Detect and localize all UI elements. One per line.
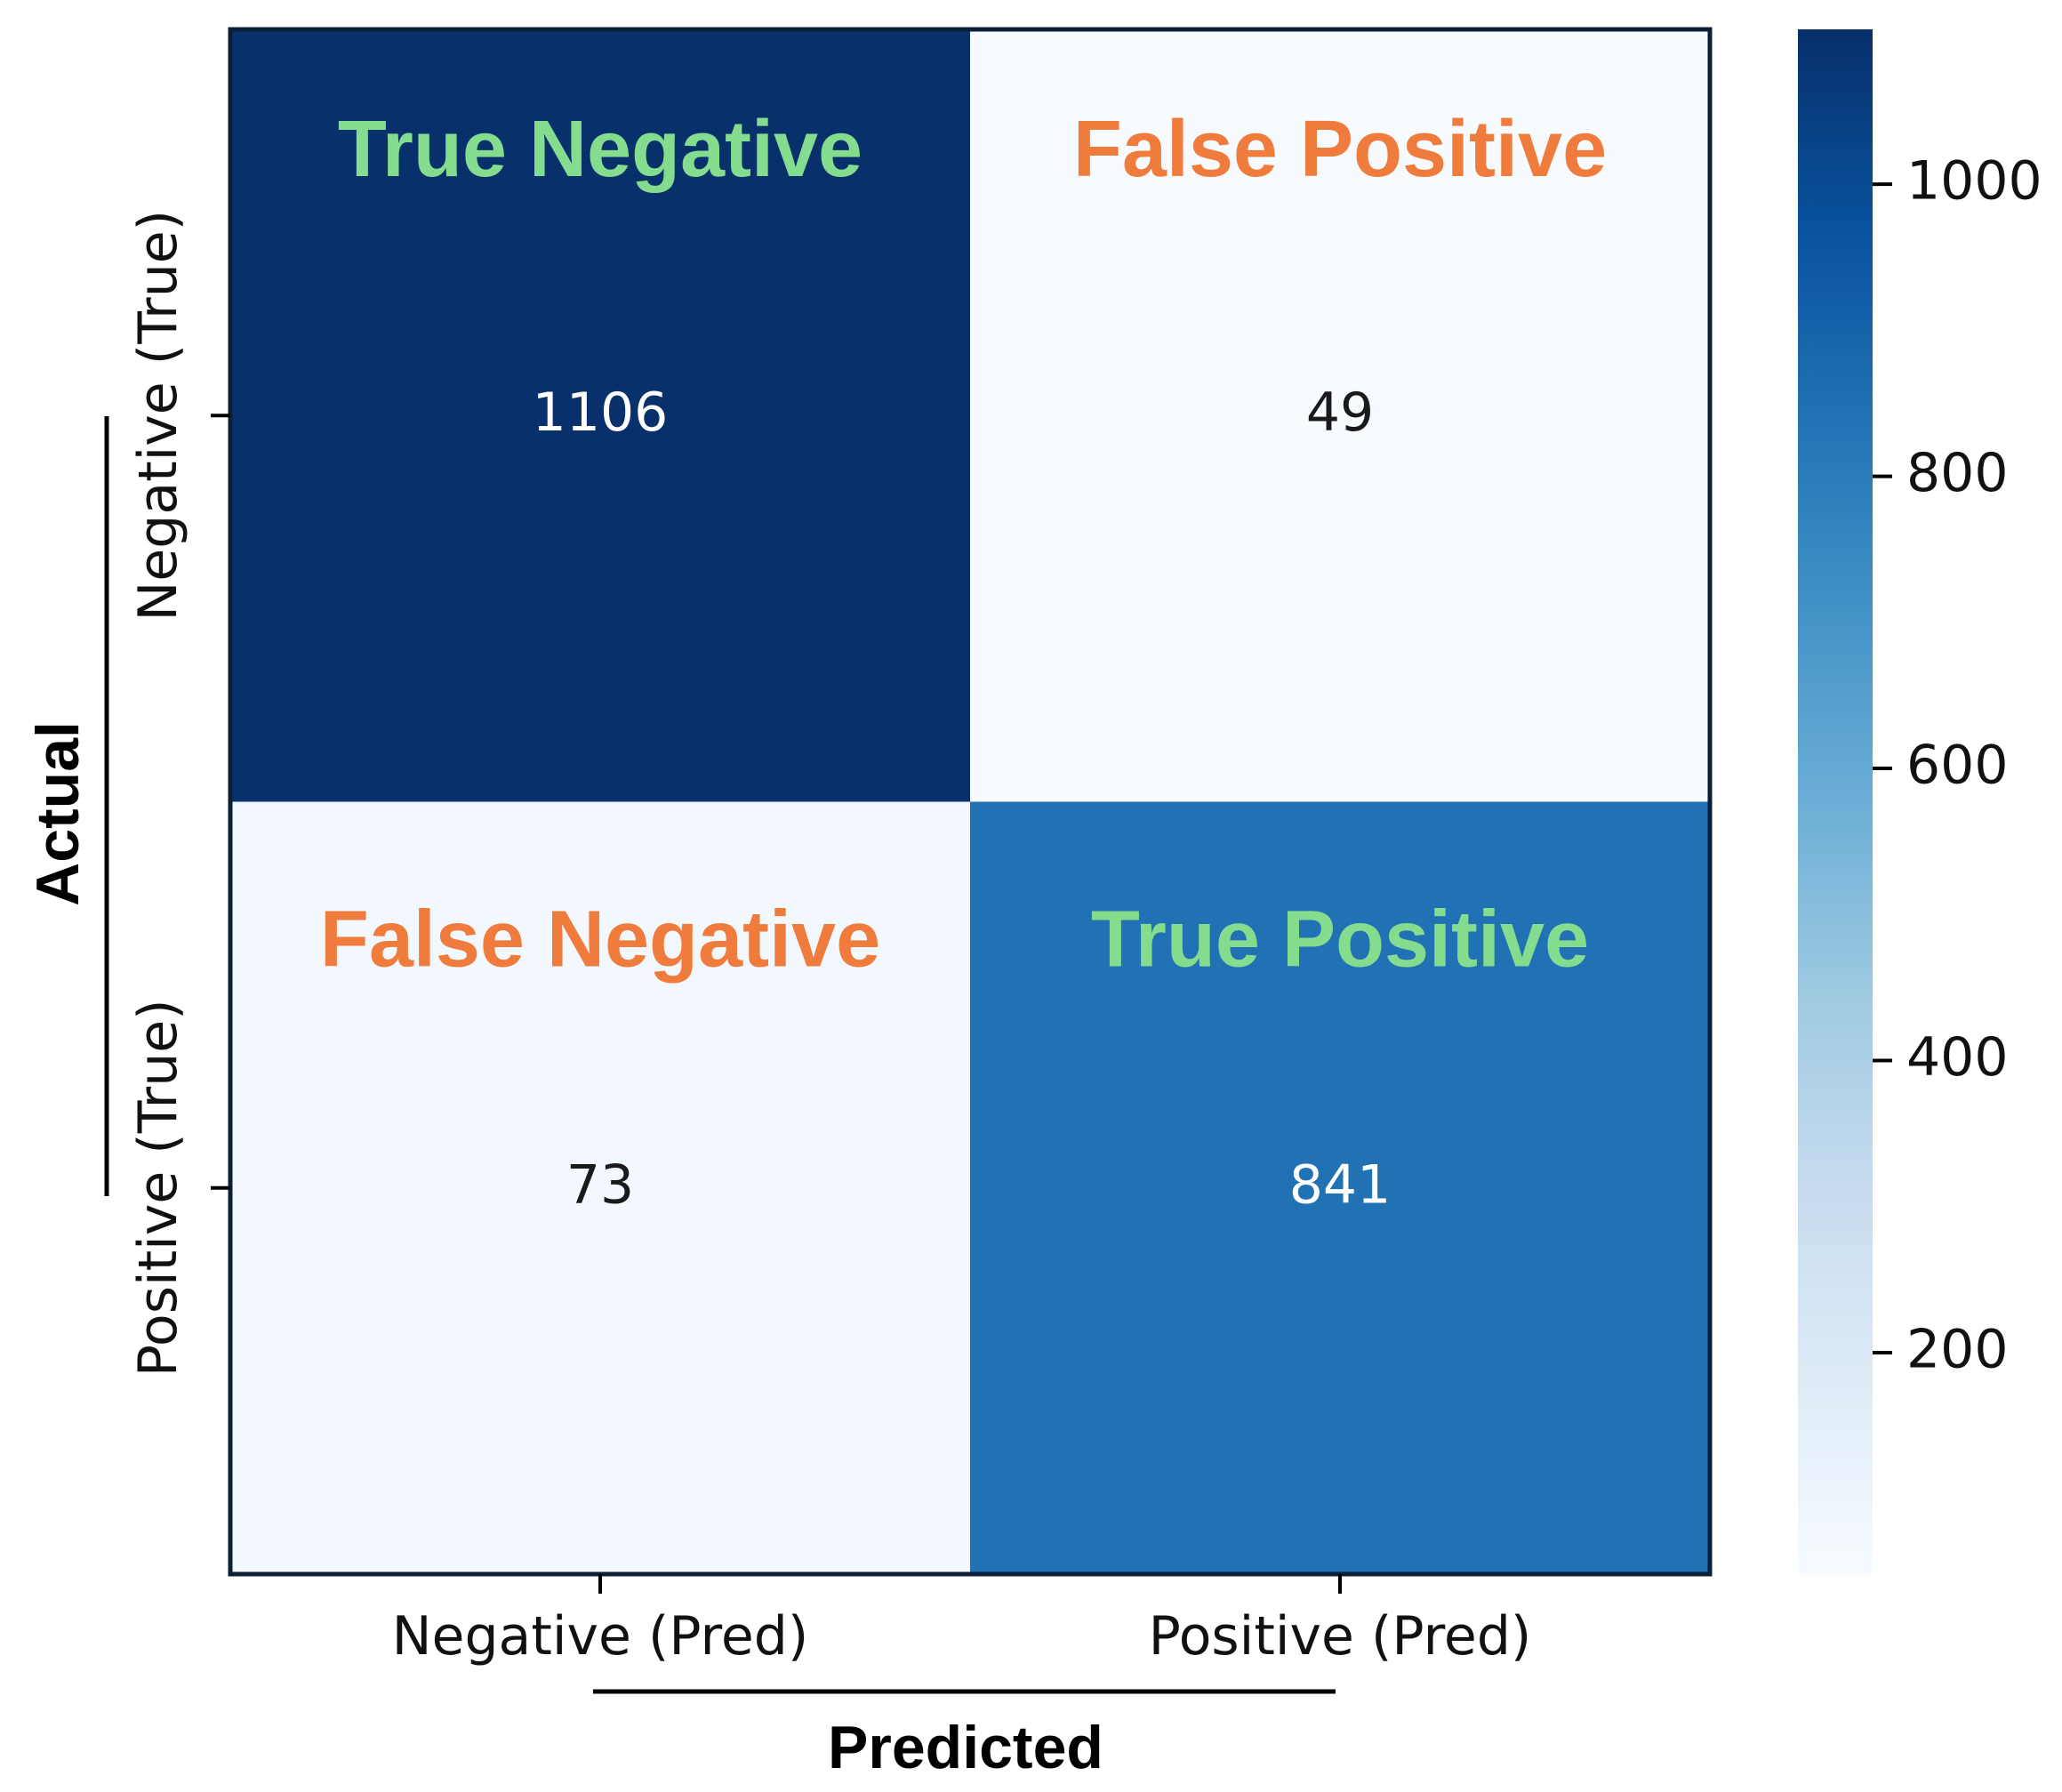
colorbar [1798,29,1873,1573]
x-axis-label: Predicted [828,1714,1103,1781]
heatmap-frame [228,27,1713,1577]
quadrant-label-r0-c1: False Positive [1073,105,1607,194]
quadrant-label-r1-c1: True Positive [1091,896,1589,984]
x-axis-ticks: Negative (Pred) Positive (Pred) [392,1574,1532,1667]
cell-value-r0-c1: 49 [1306,382,1374,444]
heatmap-cell-r0-c1 [970,29,1710,802]
colorbar-tick-label: 200 [1906,1319,2009,1381]
y-tick-label: Positive (True) [127,999,189,1377]
colorbar-tick-label: 1000 [1906,150,2042,213]
colorbar-tick-label: 800 [1906,442,2009,504]
y-tick-label: Negative (True) [127,210,189,622]
quadrant-labels: True Negative False Positive False Negativ… [320,105,1607,984]
colorbar-ticks: 200 400 600 800 1000 [1873,150,2042,1381]
heatmap-cell-r0-c0 [230,29,970,802]
cell-value-r0-c0: 1106 [533,382,669,444]
quadrant-label-r1-c0: False Negative [320,896,880,984]
quadrant-label-r0-c0: True Negative [338,105,863,194]
colorbar-tick-label: 600 [1906,735,2009,797]
colorbar-tick-label: 400 [1906,1026,2009,1089]
y-axis-label: Actual [24,721,92,906]
x-tick-label: Negative (Pred) [392,1605,809,1667]
heatmap-cells [230,29,1710,1574]
heatmap-cell-r1-c1 [970,801,1710,1574]
x-tick-label: Positive (Pred) [1149,1605,1532,1667]
cell-value-r1-c1: 841 [1289,1153,1392,1216]
cell-value-labels: 1106 49 73 841 [533,382,1392,1217]
y-axis-ticks: Negative (True) Positive (True) [127,210,230,1377]
cell-value-r1-c0: 73 [566,1153,634,1216]
heatmap-cell-r1-c0 [230,801,970,1574]
